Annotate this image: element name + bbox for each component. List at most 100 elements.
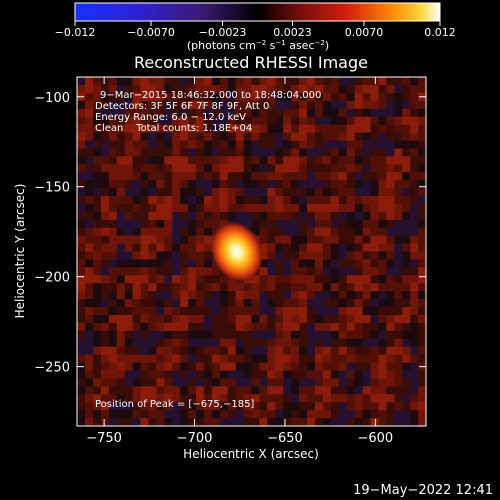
heatmap-cell bbox=[180, 410, 189, 419]
heatmap-cell bbox=[188, 307, 197, 316]
heatmap-cell bbox=[77, 243, 86, 253]
heatmap-cell bbox=[140, 275, 149, 284]
heatmap-cell bbox=[108, 243, 118, 253]
heatmap-cell bbox=[243, 370, 253, 380]
heatmap-cell bbox=[354, 362, 364, 372]
heatmap-cell bbox=[314, 370, 324, 380]
heatmap-cell bbox=[195, 275, 205, 284]
heatmap-cell bbox=[100, 346, 110, 356]
heatmap-cell bbox=[156, 172, 165, 181]
heatmap-cell bbox=[322, 338, 332, 348]
heatmap-cell bbox=[386, 299, 395, 308]
heatmap-cell bbox=[132, 418, 142, 426]
heatmap-cell bbox=[410, 100, 419, 110]
heatmap-cell bbox=[322, 219, 332, 229]
heatmap-cell bbox=[322, 243, 332, 253]
heatmap-cell bbox=[394, 251, 403, 261]
heatmap-cell bbox=[307, 77, 316, 86]
heatmap-cell bbox=[418, 330, 426, 340]
heatmap-cell bbox=[338, 322, 348, 332]
heatmap-cell bbox=[156, 402, 165, 411]
heatmap-cell bbox=[156, 132, 165, 142]
heatmap-cell bbox=[378, 346, 387, 356]
heatmap-cell bbox=[346, 164, 356, 173]
heatmap-cell bbox=[92, 362, 102, 372]
heatmap-cell bbox=[124, 346, 134, 356]
heatmap-cell bbox=[172, 275, 181, 284]
heatmap-cell bbox=[362, 307, 372, 316]
heatmap-cell bbox=[267, 410, 276, 419]
heatmap-cell bbox=[219, 188, 229, 197]
heatmap-cell bbox=[283, 195, 292, 205]
heatmap-cell bbox=[77, 180, 86, 189]
heatmap-cell bbox=[140, 322, 149, 332]
heatmap-cell bbox=[195, 354, 205, 364]
heatmap-cell bbox=[314, 330, 324, 340]
heatmap-cell bbox=[251, 291, 261, 300]
heatmap-cell bbox=[338, 259, 348, 268]
heatmap-cell bbox=[346, 267, 356, 276]
heatmap-cell bbox=[156, 227, 165, 237]
heatmap-cell bbox=[84, 267, 94, 276]
heatmap-cell bbox=[418, 243, 426, 253]
heatmap-cell bbox=[291, 291, 300, 300]
heatmap-cell bbox=[188, 378, 197, 387]
heatmap-cell bbox=[386, 346, 395, 356]
heatmap-cell bbox=[370, 370, 380, 380]
heatmap-cell bbox=[410, 84, 419, 94]
heatmap-cell bbox=[148, 235, 157, 245]
heatmap-cell bbox=[307, 251, 316, 261]
heatmap-cell bbox=[267, 164, 276, 173]
heatmap-cell bbox=[330, 378, 340, 387]
heatmap-cell bbox=[338, 108, 348, 118]
heatmap-cell bbox=[283, 235, 292, 245]
colorbar-tick-label: −0.0023 bbox=[199, 26, 247, 39]
heatmap-cell bbox=[394, 259, 403, 268]
heatmap-cell bbox=[172, 156, 181, 165]
heatmap-cell bbox=[172, 180, 181, 189]
heatmap-cell bbox=[346, 108, 356, 118]
heatmap-cell bbox=[188, 418, 197, 426]
heatmap-cell bbox=[283, 211, 292, 221]
heatmap-cell bbox=[92, 180, 102, 189]
heatmap-cell bbox=[92, 354, 102, 364]
heatmap-cell bbox=[346, 124, 356, 134]
heatmap-cell bbox=[322, 370, 332, 380]
heatmap-cell bbox=[172, 291, 181, 300]
heatmap-cell bbox=[84, 203, 94, 213]
heatmap-cell bbox=[362, 124, 372, 134]
heatmap-cell bbox=[100, 227, 110, 237]
heatmap-cell bbox=[84, 116, 94, 126]
heatmap-cell bbox=[203, 338, 213, 348]
heatmap-cell bbox=[346, 251, 356, 261]
heatmap-cell bbox=[307, 354, 316, 364]
heatmap-cell bbox=[156, 283, 165, 292]
heatmap-cell bbox=[330, 92, 340, 102]
heatmap-cell bbox=[108, 267, 118, 276]
chart-title: Reconstructed RHESSI Image bbox=[134, 53, 368, 72]
heatmap-cell bbox=[219, 283, 229, 292]
heatmap-cell bbox=[180, 188, 189, 197]
heatmap-cell bbox=[108, 140, 118, 149]
heatmap-cell bbox=[219, 402, 229, 411]
heatmap-cell bbox=[116, 362, 126, 372]
heatmap-cell bbox=[346, 314, 356, 324]
heatmap-cell bbox=[195, 195, 205, 205]
heatmap-cell bbox=[322, 148, 332, 157]
heatmap-cell bbox=[378, 299, 387, 308]
heatmap-cell bbox=[172, 251, 181, 261]
heatmap-cell bbox=[219, 148, 229, 157]
heatmap-cell bbox=[235, 314, 245, 324]
heatmap-cell bbox=[124, 322, 134, 332]
heatmap-cell bbox=[124, 92, 134, 102]
heatmap-cell bbox=[418, 267, 426, 276]
heatmap-cell bbox=[172, 394, 181, 403]
heatmap-cell bbox=[108, 259, 118, 268]
heatmap-cell bbox=[227, 370, 237, 380]
heatmap-cell bbox=[259, 124, 268, 134]
heatmap-cell bbox=[219, 410, 229, 419]
heatmap-cell bbox=[354, 116, 364, 126]
heatmap-cell bbox=[148, 243, 157, 253]
heatmap-cell bbox=[338, 418, 348, 426]
